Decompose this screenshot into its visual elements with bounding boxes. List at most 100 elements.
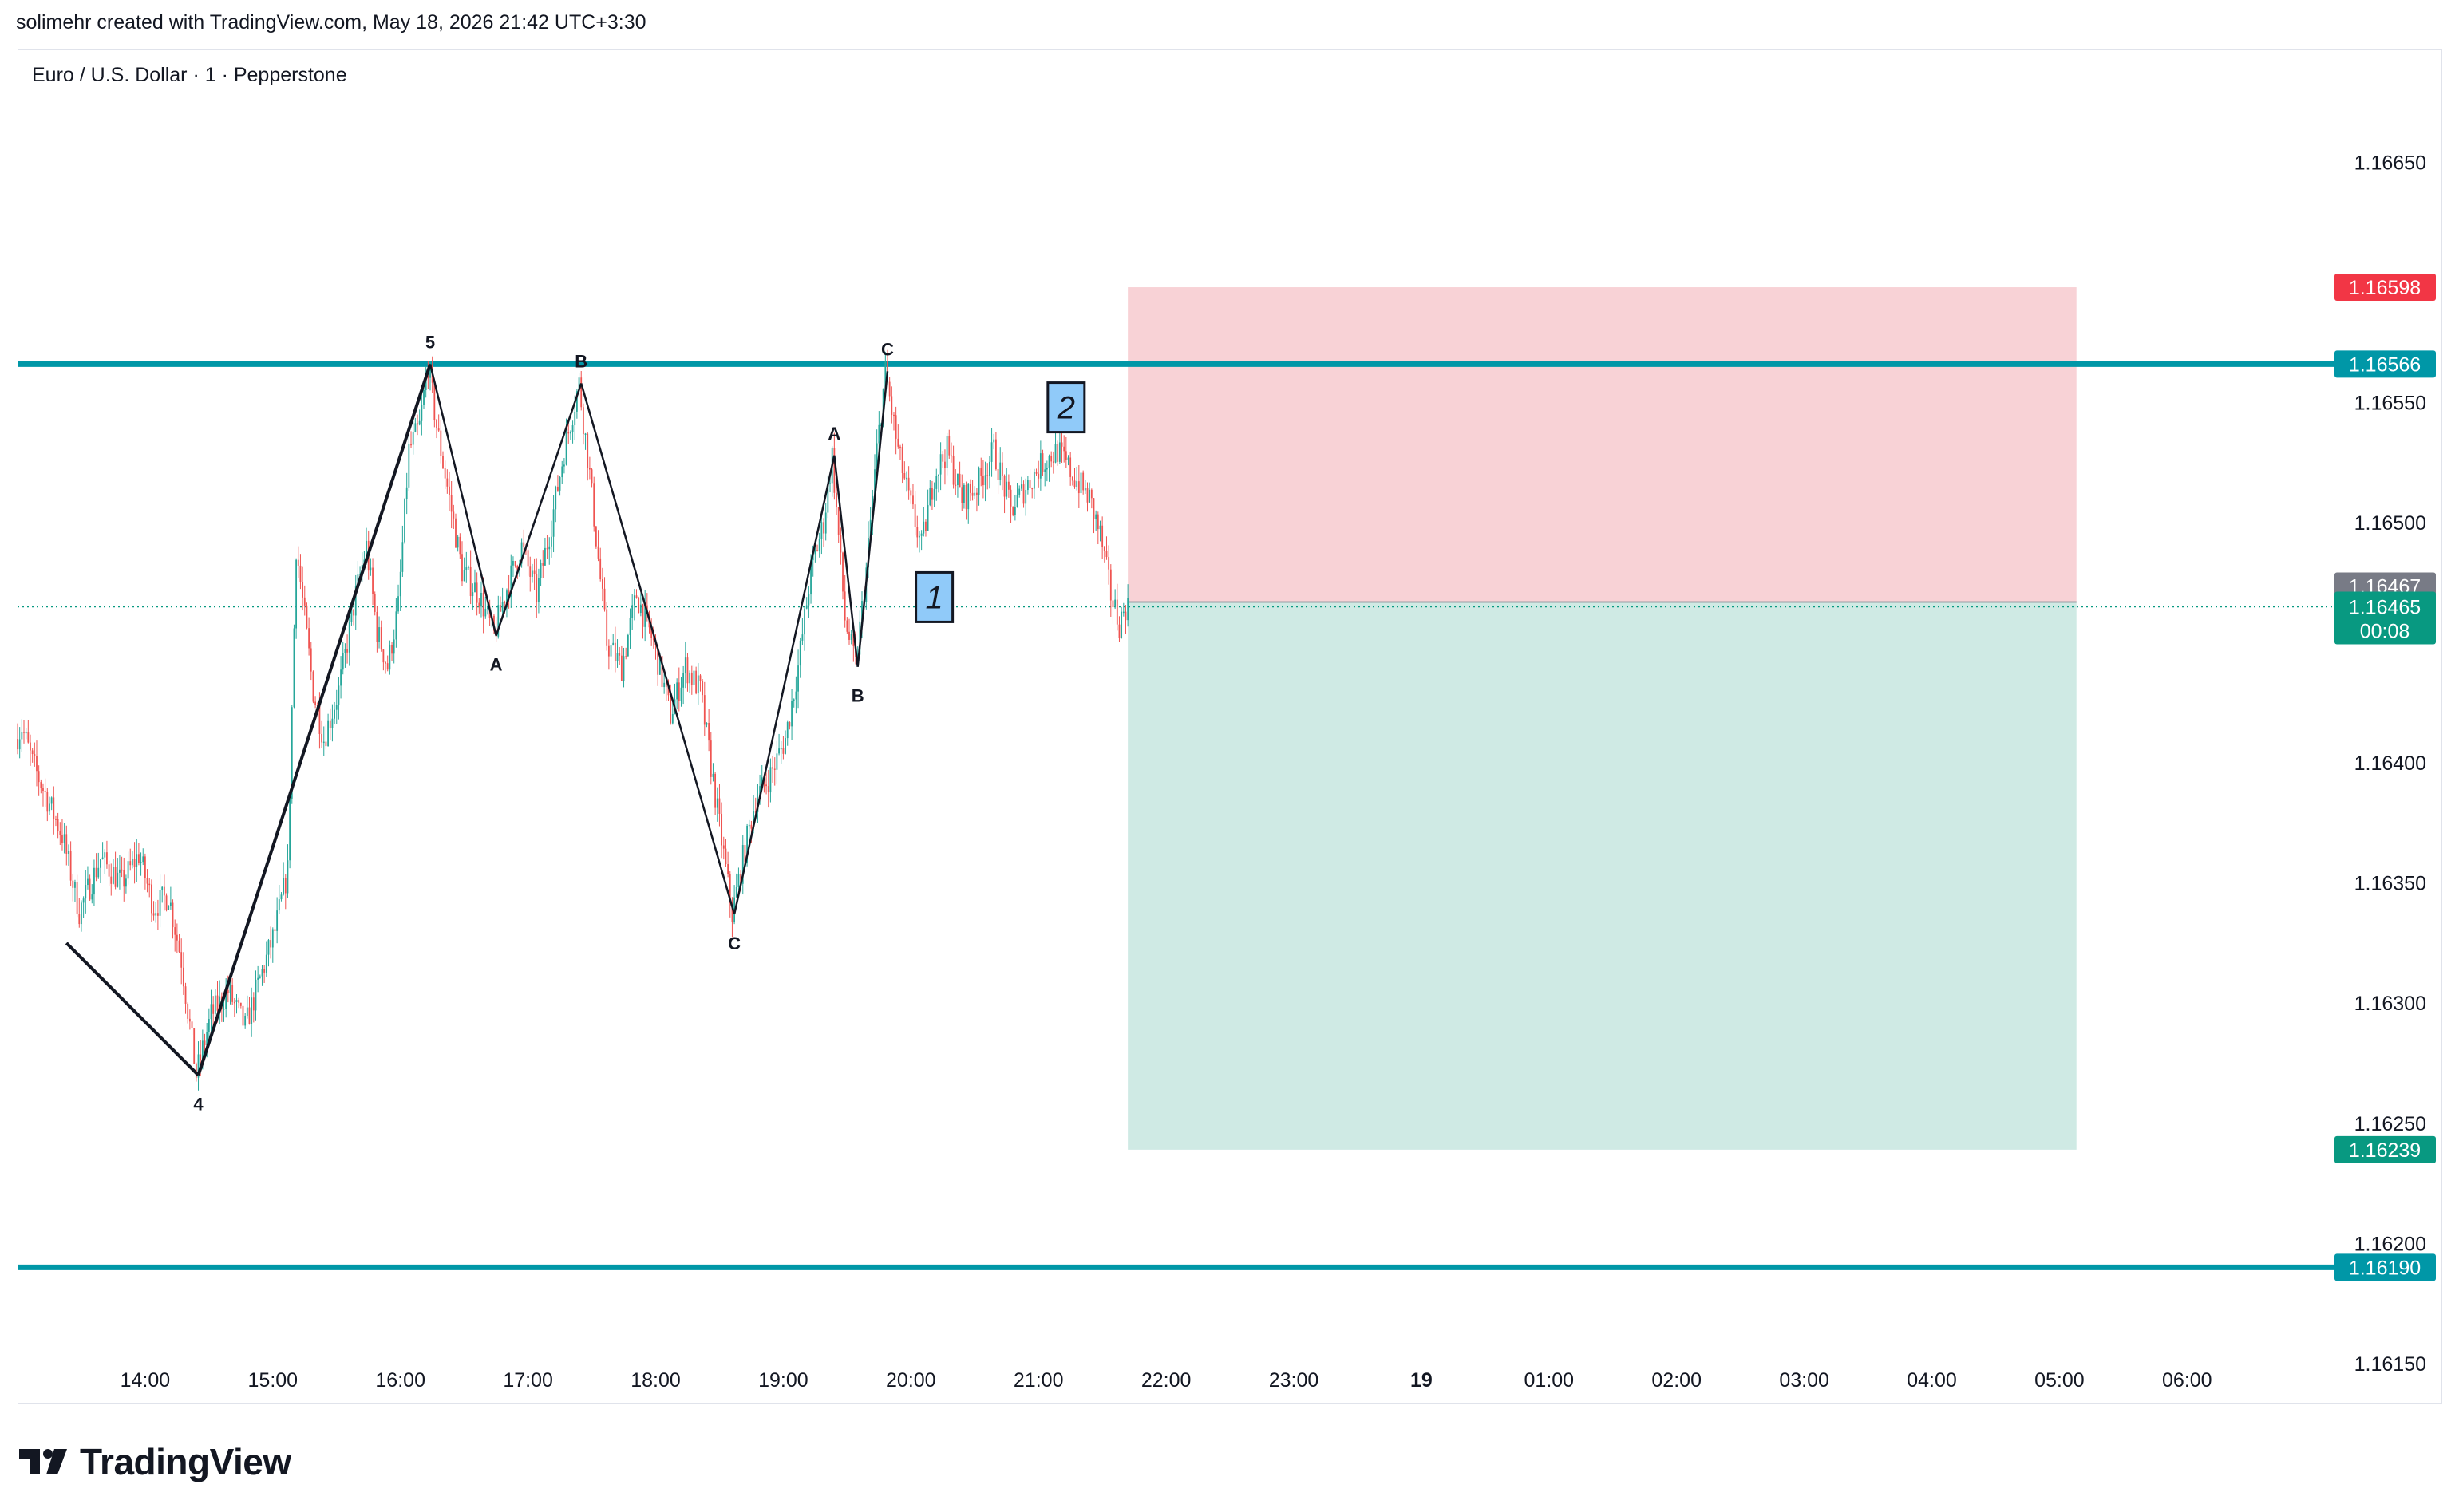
candle-body (44, 791, 46, 792)
candle-body (252, 997, 255, 1011)
candlestick-series (17, 349, 1129, 1091)
candle-body (251, 997, 253, 1024)
candle-body (903, 473, 906, 479)
candle-body (529, 566, 532, 577)
candle-body (501, 602, 504, 612)
candle-body (1099, 525, 1101, 530)
candle-body (31, 750, 34, 755)
candle-body (823, 522, 824, 534)
candle-body (372, 567, 374, 594)
candle-body (1122, 611, 1125, 614)
candle-body (1121, 611, 1123, 638)
candle-body (801, 634, 804, 641)
candle-body (642, 604, 644, 627)
candle-body (965, 484, 967, 510)
candle-body (667, 686, 670, 696)
candle-body (429, 365, 431, 378)
candle-body (575, 391, 578, 412)
candle-body (848, 631, 850, 640)
candle-body (933, 488, 935, 500)
candle-body (225, 990, 227, 1009)
candle-body (133, 858, 136, 867)
candle-body (542, 563, 544, 566)
candle-body (721, 813, 723, 846)
candle-body (820, 522, 823, 539)
candle-body (259, 976, 261, 978)
candle-body (433, 382, 436, 420)
candle-body (95, 867, 97, 878)
candle-body (595, 526, 597, 547)
candle-body (893, 414, 895, 416)
candle-body (89, 878, 91, 900)
candle-body (97, 867, 100, 878)
candle-body (639, 604, 642, 614)
candle-body (1058, 442, 1061, 462)
candle-body (741, 845, 744, 884)
x-tick-label-2: 16:00 (375, 1369, 425, 1392)
symbol-title[interactable]: Euro / U.S. Dollar · 1 · Pepperstone (32, 64, 347, 86)
y-tick-label-7: 1.16200 (2354, 1233, 2426, 1255)
candle-body (476, 582, 478, 603)
candle-body (308, 628, 310, 649)
candle-body (425, 376, 427, 391)
candle-body (197, 1054, 200, 1078)
candle-body (773, 768, 776, 770)
candle-body (508, 590, 510, 597)
candle-body (746, 826, 748, 863)
candle-body (1084, 488, 1086, 491)
candle-body (55, 819, 57, 820)
candle-body (887, 361, 888, 382)
candle-body (1044, 469, 1046, 472)
current-price-tag-bg (2334, 591, 2436, 645)
candle-body (442, 456, 444, 468)
candle-body (376, 611, 378, 642)
candle-body (129, 861, 132, 866)
candle-body (699, 675, 702, 681)
candle-body (635, 595, 638, 598)
candle-body (658, 656, 661, 675)
candle-body (846, 620, 848, 632)
candle-body (504, 602, 506, 603)
candle-body (408, 444, 410, 488)
tradingview-logo: TradingView (19, 1440, 291, 1483)
candle-body (257, 977, 259, 980)
candle-body (999, 462, 1002, 480)
candle-body (680, 687, 682, 701)
wave-box-1 (915, 570, 955, 623)
y-tick-label-5: 1.16300 (2354, 993, 2426, 1015)
candle-body (833, 448, 836, 493)
candle-body (1018, 488, 1021, 495)
candle-body (591, 469, 593, 484)
candle-body (469, 567, 472, 597)
candle-body (261, 969, 263, 977)
candle-body (540, 563, 542, 578)
candle-body (980, 468, 982, 476)
candle-body (314, 701, 316, 705)
candle-body (727, 864, 729, 874)
candle-body (165, 895, 168, 910)
candle-body (872, 495, 874, 520)
countdown-tag: 00:08 (2360, 620, 2410, 642)
candle-body (697, 675, 699, 694)
candle-body (267, 940, 270, 955)
candle-body (274, 929, 276, 931)
candle-body (150, 884, 152, 914)
stop-price-tag: 1.16598 (2349, 277, 2421, 299)
candle-body (544, 547, 546, 566)
candle-body (561, 466, 563, 478)
tradingview-logo-text: TradingView (80, 1441, 291, 1482)
candle-body (342, 653, 344, 670)
price-levels (18, 361, 2342, 1270)
y-tick-label-1: 1.16550 (2354, 393, 2426, 415)
candle-body (155, 913, 157, 916)
candle-body (1108, 557, 1110, 570)
candle-body (514, 560, 516, 567)
x-tick-label-3: 17:00 (503, 1369, 553, 1392)
candle-body (176, 934, 178, 941)
candle-body (297, 559, 299, 566)
candle-body (414, 423, 417, 432)
candle-body (840, 535, 842, 553)
candle-body (291, 707, 293, 799)
candle-body (437, 428, 440, 431)
